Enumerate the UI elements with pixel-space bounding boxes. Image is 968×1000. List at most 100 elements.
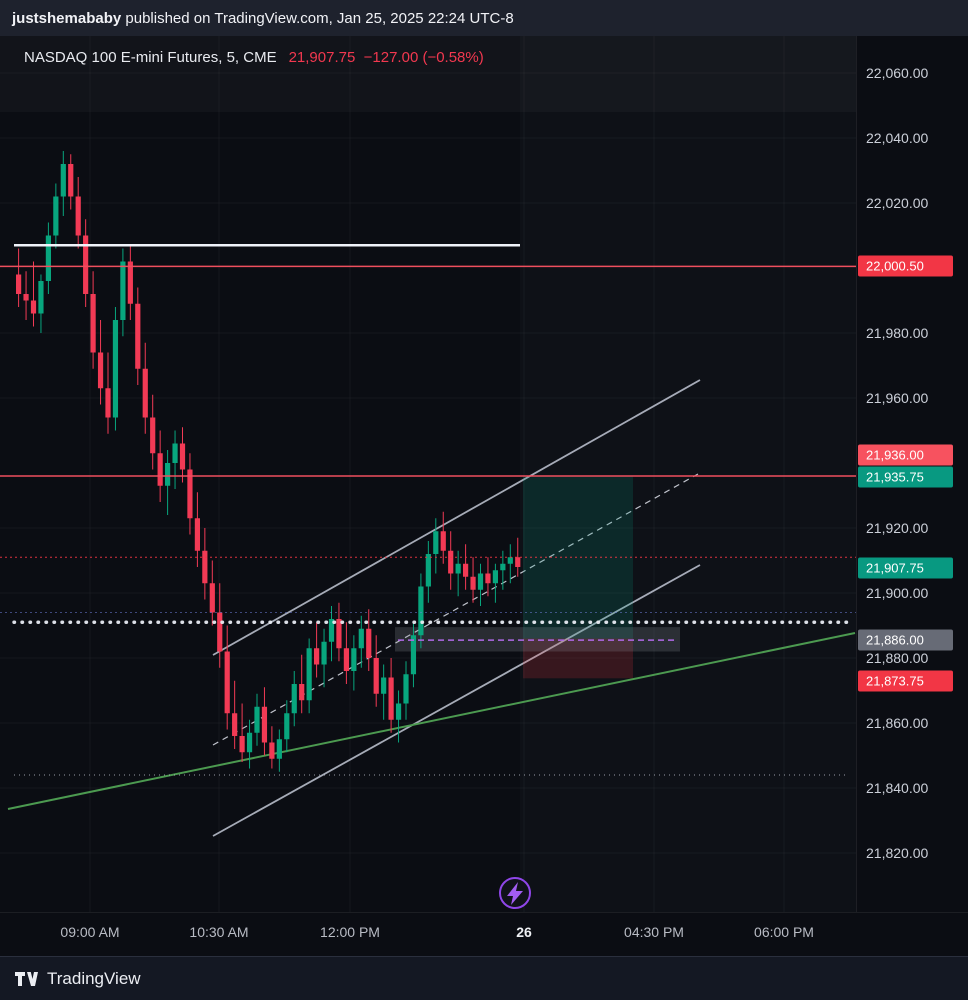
candle-body	[68, 164, 74, 197]
candle-body	[470, 576, 476, 590]
candle-body	[366, 628, 372, 658]
time-axis-label: 04:30 PM	[624, 924, 684, 940]
candle-body	[440, 531, 446, 551]
candle-body	[120, 261, 126, 320]
candle-body	[60, 164, 66, 197]
time-axis[interactable]: 09:00 AM 10:30 AM 12:00 PM 26 04:30 PM 06:00 …	[0, 912, 968, 956]
candle-body	[418, 586, 424, 636]
price-axis-label: 22,060.00	[866, 65, 929, 81]
candle-body	[97, 352, 104, 389]
candle-body	[336, 619, 342, 649]
candle-body	[507, 557, 513, 564]
candle-body	[23, 294, 29, 301]
candle-body	[314, 648, 320, 665]
price-axis-label: 22,020.00	[866, 195, 929, 211]
candle-body	[343, 648, 349, 671]
time-axis-label: 06:00 PM	[754, 924, 814, 940]
price-axis-label: 21,980.00	[866, 325, 929, 341]
price-axis-label: 21,840.00	[866, 780, 929, 796]
candle-body	[142, 368, 148, 418]
time-axis-label: 12:00 PM	[320, 924, 380, 940]
candle-body	[112, 320, 119, 418]
candle-body	[75, 196, 81, 236]
candle-body	[16, 274, 22, 294]
long-position-stop-zone[interactable]	[523, 638, 633, 679]
last-price-change: 21,907.75 −127.00 (−0.58%)	[288, 49, 484, 66]
price-badge: 21,935.75	[858, 466, 953, 488]
candle-body	[172, 443, 178, 463]
candle-body	[433, 531, 439, 554]
candle-body	[165, 463, 171, 486]
candle-body	[291, 684, 297, 714]
time-axis-label: 26	[516, 924, 532, 940]
candle-body	[448, 550, 454, 574]
price-axis-label: 21,900.00	[866, 585, 929, 601]
candle-body	[157, 453, 163, 486]
candle-body	[425, 554, 431, 587]
price-badge: 21,907.75	[858, 557, 953, 579]
candle-body	[45, 235, 51, 281]
candle-body	[217, 612, 223, 652]
time-axis-label: 10:30 AM	[189, 924, 249, 940]
channel-lower-line[interactable]	[212, 564, 701, 837]
price-axis-label: 21,920.00	[866, 520, 929, 536]
publish-info-text: published on TradingView.com, Jan 25, 20…	[121, 9, 514, 27]
candle-body	[187, 469, 193, 519]
price-axis-label: 21,880.00	[866, 650, 929, 666]
chart-legend: NASDAQ 100 E-mini Futures, 5, CME 21,907…	[24, 49, 484, 66]
candle-body	[388, 677, 394, 720]
candle-body	[358, 628, 364, 649]
price-axis-label: 21,960.00	[866, 390, 929, 406]
footer-bar: TradingView	[0, 956, 968, 1000]
candle-body	[328, 619, 335, 642]
candle-body	[30, 300, 37, 314]
candle-body	[105, 388, 111, 418]
price-axis-label: 22,040.00	[866, 130, 929, 146]
candle-body	[381, 677, 387, 694]
candle-body	[90, 294, 96, 353]
candle-body	[83, 235, 89, 294]
candle-body	[485, 573, 491, 584]
candle-body	[492, 570, 498, 584]
candle-body	[284, 713, 290, 740]
candle-body	[53, 196, 59, 236]
chart-pane[interactable]: NASDAQ 100 E-mini Futures, 5, CME 21,907…	[0, 36, 968, 912]
price-badge: 22,000.50	[858, 255, 953, 277]
channel-upper-line[interactable]	[212, 379, 701, 656]
candle-body	[306, 648, 312, 701]
price-axis[interactable]: 22,060.00 22,040.00 22,020.00 21,980.00 21,9…	[856, 36, 968, 912]
candle-body	[232, 713, 238, 736]
candle-body	[410, 635, 417, 675]
candle-body	[269, 742, 275, 759]
candle-body	[276, 739, 282, 759]
candle-body	[38, 281, 44, 314]
publisher-username: justshemababy	[12, 9, 122, 27]
candle-body	[239, 736, 245, 753]
candle-body	[135, 303, 141, 369]
candle-body	[351, 648, 357, 671]
entry-band-rect[interactable]	[395, 627, 680, 652]
price-badge: 21,936.00	[858, 444, 953, 466]
candle-body	[261, 706, 268, 743]
chart-canvas[interactable]	[0, 36, 856, 912]
green-support-line[interactable]	[7, 632, 856, 810]
candle-body	[127, 261, 133, 304]
symbol-title[interactable]: NASDAQ 100 E-mini Futures, 5, CME	[24, 49, 277, 66]
tradingview-logo-icon[interactable]	[14, 970, 38, 988]
candle-body	[403, 674, 409, 704]
candle-body	[321, 641, 327, 665]
candle-body	[463, 563, 469, 577]
candle-body	[150, 417, 156, 454]
lightning-bolt-icon	[507, 882, 523, 905]
candle-body	[455, 563, 461, 574]
candle-body	[194, 518, 200, 551]
candle-body	[224, 651, 230, 714]
session-band-overlay	[520, 36, 856, 912]
publish-banner: justshemababy published on TradingView.c…	[0, 0, 968, 36]
candle-body	[477, 573, 484, 590]
candle-body	[299, 684, 305, 701]
tradingview-brand-text[interactable]: TradingView	[47, 968, 141, 988]
price-badge: 21,886.00	[858, 629, 953, 651]
candle-body	[209, 583, 215, 613]
candle-body	[202, 550, 208, 584]
